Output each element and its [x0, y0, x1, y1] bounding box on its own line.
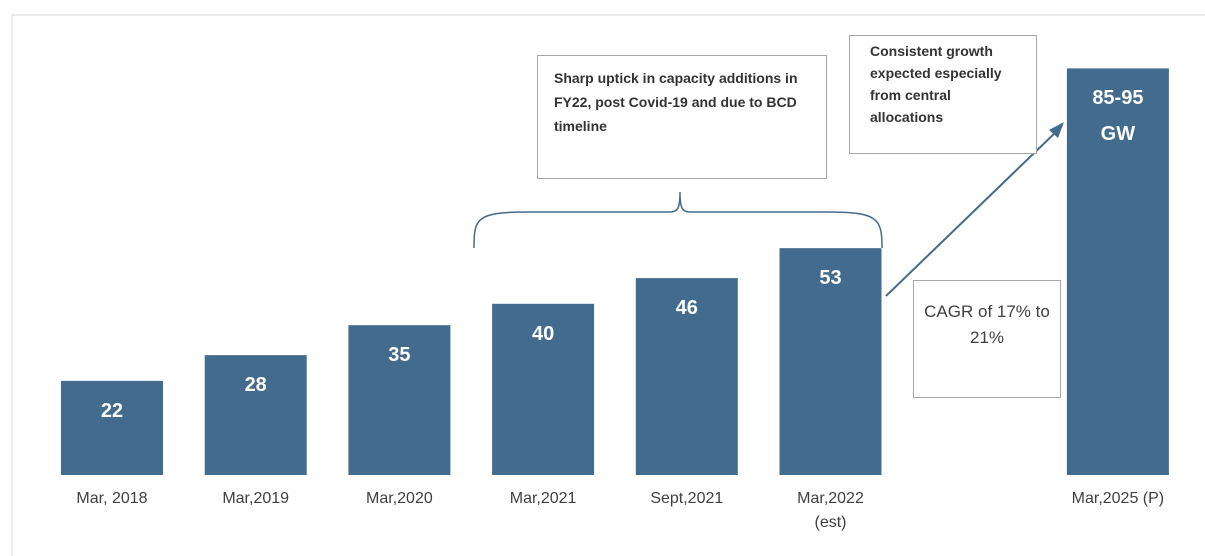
x-tick-label: Mar,2020	[366, 490, 433, 507]
value-label: 40	[531, 322, 555, 345]
x-tick-label: Mar, 2018	[76, 490, 148, 507]
annotation: Consistent growth expected especially fr…	[849, 35, 1037, 154]
x-tick-label: Mar,2019	[222, 490, 290, 507]
value-label: 22	[100, 399, 124, 422]
value-label: 53	[819, 267, 842, 290]
bar	[348, 325, 451, 475]
annotation: CAGR of 17% to 21%	[913, 280, 1061, 398]
annotation: Sharp uptick in capacity additions in FY…	[537, 55, 827, 179]
bar	[779, 248, 882, 475]
x-tick-label: Sept,2021	[650, 490, 724, 507]
x-tick-label: Mar,2022 (est)	[797, 490, 864, 531]
arrow-line	[885, 129, 1059, 297]
arrow-head	[1049, 122, 1064, 138]
bar	[61, 380, 163, 475]
bar	[635, 278, 738, 475]
bar	[1066, 68, 1169, 476]
value-label: 46	[675, 297, 698, 320]
value-label: 35	[388, 344, 411, 367]
brace	[473, 191, 883, 249]
value-label: 85-95 GW	[1092, 87, 1144, 146]
x-tick-label: Mar,2025 (P)	[1071, 490, 1165, 507]
bar	[204, 355, 307, 475]
x-tick-label: Mar,2021	[509, 490, 577, 507]
frame	[11, 14, 1205, 556]
value-label: 28	[244, 374, 267, 397]
bar	[492, 303, 595, 475]
